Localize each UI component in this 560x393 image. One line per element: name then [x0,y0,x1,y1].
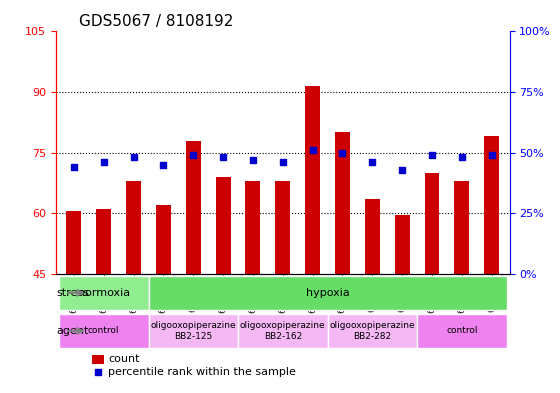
Bar [365,199,380,274]
Point [368,159,377,165]
Bar [126,181,141,274]
Text: percentile rank within the sample: percentile rank within the sample [108,367,296,378]
Point [99,159,108,165]
Point [278,159,287,165]
Bar [305,86,320,274]
Point [398,167,407,173]
Bar [92,355,104,364]
Point [129,154,138,161]
Text: GDS5067 / 8108192: GDS5067 / 8108192 [78,14,233,29]
Text: control: control [88,327,119,336]
FancyBboxPatch shape [59,276,148,310]
Point [308,147,317,153]
Bar [454,181,469,274]
Bar [186,141,200,274]
Bar [67,211,81,274]
Point [338,149,347,156]
Text: oligooxopiperazine
BB2-125: oligooxopiperazine BB2-125 [151,321,236,341]
Point [487,152,496,158]
FancyBboxPatch shape [417,314,507,348]
Point [189,152,198,158]
Point [249,157,258,163]
Text: hypoxia: hypoxia [306,288,349,298]
Bar [245,181,260,274]
Bar [216,177,231,274]
Text: agent: agent [57,326,89,336]
Text: count: count [108,354,139,364]
Point [427,152,436,158]
Bar [424,173,440,274]
Bar [335,132,350,274]
Text: normoxia: normoxia [78,288,130,298]
Point [69,164,78,170]
Point [458,154,466,161]
FancyBboxPatch shape [148,314,238,348]
Bar [484,136,499,274]
Text: oligooxopiperazine
BB2-282: oligooxopiperazine BB2-282 [329,321,415,341]
Bar [395,215,409,274]
Bar [156,205,171,274]
Bar [96,209,111,274]
Text: control: control [446,327,478,336]
FancyBboxPatch shape [148,276,507,310]
Point [218,154,227,161]
Text: oligooxopiperazine
BB2-162: oligooxopiperazine BB2-162 [240,321,325,341]
Text: stress: stress [57,288,90,298]
Bar [276,181,290,274]
FancyBboxPatch shape [59,314,148,348]
FancyBboxPatch shape [328,314,417,348]
Point [159,162,168,168]
FancyBboxPatch shape [238,314,328,348]
